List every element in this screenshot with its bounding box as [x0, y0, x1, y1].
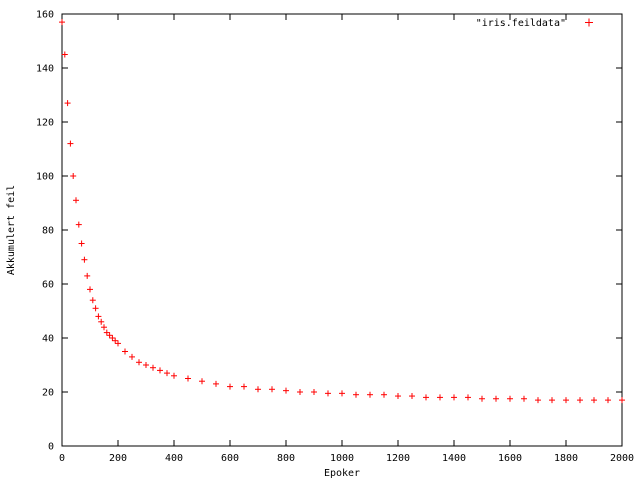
data-point	[150, 364, 156, 371]
x-tick-label: 0	[59, 453, 65, 464]
data-point	[451, 394, 457, 401]
data-point	[311, 389, 317, 395]
data-point	[70, 173, 77, 179]
data-point	[89, 297, 96, 304]
data-point	[98, 318, 105, 325]
x-tick-label: 600	[221, 453, 239, 464]
plot-frame	[61, 13, 623, 447]
data-point	[213, 380, 219, 387]
data-point	[143, 362, 149, 368]
data-point	[101, 324, 107, 331]
data-point	[78, 240, 85, 247]
data-point	[255, 386, 261, 393]
plot-border	[61, 13, 623, 447]
data-point	[283, 387, 289, 394]
y-axis-ticks: 0 20 40 60 80 100 120 140 160	[36, 10, 622, 453]
data-point	[185, 375, 191, 382]
legend: "iris.feildata"	[476, 18, 593, 29]
y-tick-label: 140	[36, 64, 54, 75]
data-point	[136, 359, 142, 366]
data-point	[122, 348, 128, 355]
data-point	[164, 370, 170, 377]
data-point	[73, 197, 79, 204]
data-point	[339, 390, 345, 397]
data-point	[103, 329, 110, 336]
data-point	[297, 389, 303, 395]
data-point	[605, 397, 611, 404]
legend-label: "iris.feildata"	[476, 18, 566, 29]
data-point	[507, 395, 513, 402]
data-point	[367, 391, 373, 398]
data-point	[619, 397, 625, 404]
data-point	[591, 397, 597, 404]
data-point	[549, 397, 555, 404]
x-axis-ticks: 0 200 400 600 800 1000 1200 1400 1600 1800 2000	[59, 14, 634, 464]
x-tick-label: 2000	[610, 453, 634, 464]
data-point	[535, 397, 541, 404]
data-point	[171, 372, 177, 379]
data-point	[115, 340, 121, 347]
y-axis-label: Akkumulert feil	[6, 185, 17, 275]
data-point	[109, 335, 116, 341]
data-point	[199, 378, 205, 385]
data-point	[479, 395, 485, 402]
x-tick-label: 1000	[330, 453, 354, 464]
x-tick-label: 400	[165, 453, 183, 464]
x-tick-label: 800	[277, 453, 295, 464]
data-point	[64, 100, 71, 107]
data-point	[95, 313, 102, 320]
data-point	[84, 272, 91, 279]
y-tick-label: 80	[42, 226, 54, 237]
data-point	[577, 397, 583, 404]
data-point	[87, 286, 93, 293]
x-tick-label: 200	[109, 453, 127, 464]
y-tick-label: 60	[42, 280, 54, 291]
data-point	[409, 393, 415, 400]
data-point	[59, 19, 65, 26]
x-tick-label: 1800	[554, 453, 578, 464]
data-point	[81, 256, 88, 263]
y-tick-label: 160	[36, 10, 54, 21]
data-point	[353, 391, 359, 398]
data-point	[465, 394, 471, 401]
data-point	[521, 395, 527, 402]
data-point	[269, 386, 275, 393]
y-tick-label: 40	[42, 334, 54, 345]
x-tick-label: 1400	[442, 453, 466, 464]
data-point	[395, 393, 401, 400]
data-point	[493, 395, 499, 402]
x-tick-label: 1600	[498, 453, 522, 464]
data-point	[423, 394, 429, 401]
data-point	[563, 397, 569, 404]
data-point	[129, 353, 135, 360]
data-point	[67, 140, 74, 147]
data-point	[381, 391, 387, 398]
legend-marker-icon	[585, 18, 593, 27]
y-tick-label: 100	[36, 172, 54, 183]
y-tick-label: 20	[42, 388, 54, 399]
data-point	[106, 332, 113, 339]
data-point	[61, 51, 68, 58]
data-point	[75, 221, 82, 228]
x-axis-label: Epoker	[324, 468, 360, 479]
data-point	[241, 383, 247, 390]
data-point	[157, 367, 163, 374]
data-points	[59, 19, 625, 404]
data-point	[437, 394, 443, 401]
data-point	[92, 305, 99, 312]
data-point	[112, 337, 119, 344]
y-tick-label: 0	[48, 442, 54, 453]
data-point	[227, 383, 233, 390]
y-tick-label: 120	[36, 118, 54, 129]
x-tick-label: 1200	[386, 453, 410, 464]
data-point	[325, 390, 331, 397]
